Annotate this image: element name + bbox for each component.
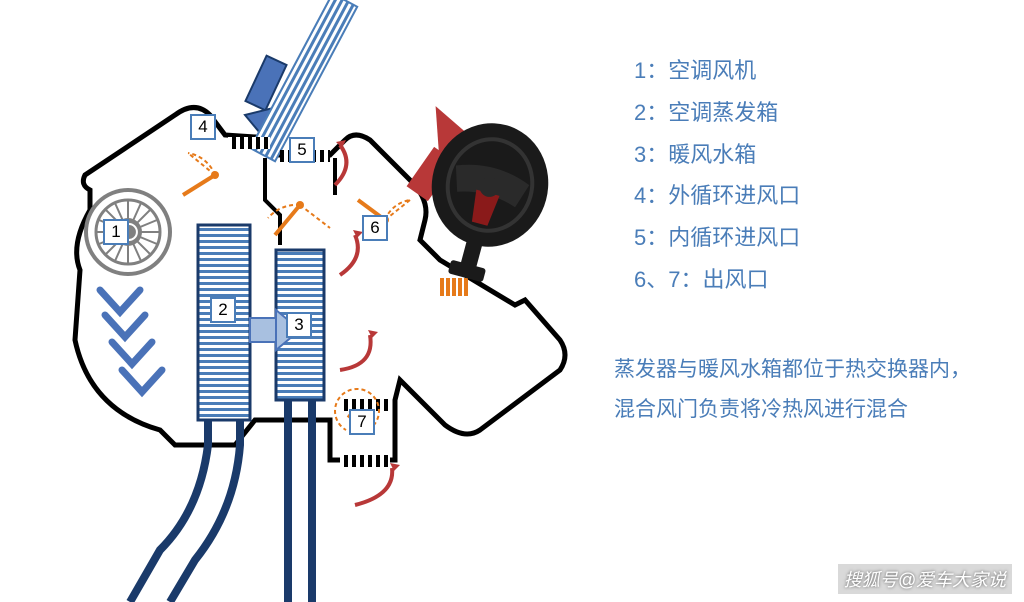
desc-line1: 蒸发器与暖风水箱都位于热交换器内， bbox=[614, 350, 994, 390]
vent-4 bbox=[228, 137, 270, 149]
legend-2: 2：空调蒸发箱 bbox=[634, 92, 994, 134]
legend-5: 5：内循环进风口 bbox=[634, 217, 994, 259]
legend-3: 3：暖风水箱 bbox=[634, 134, 994, 176]
label-1: 1 bbox=[103, 219, 129, 245]
label-6: 6 bbox=[362, 215, 388, 241]
legend-67: 6、7：出风口 bbox=[634, 259, 994, 301]
label-4: 4 bbox=[190, 114, 216, 140]
label-5: 5 bbox=[289, 137, 315, 163]
legend-4: 4：外循环进风口 bbox=[634, 175, 994, 217]
label-7: 7 bbox=[349, 409, 375, 435]
label-2: 2 bbox=[210, 297, 236, 323]
airflow-chevrons bbox=[100, 290, 162, 392]
label-3: 3 bbox=[286, 312, 312, 338]
vent-7-bot bbox=[340, 455, 390, 467]
diagram-svg bbox=[0, 0, 620, 602]
steering-wheel bbox=[409, 110, 562, 293]
description: 蒸发器与暖风水箱都位于热交换器内， 混合风门负责将冷热风进行混合 bbox=[614, 350, 994, 430]
desc-line2: 混合风门负责将冷热风进行混合 bbox=[614, 390, 994, 430]
watermark: 搜狐号@爱车大家说 bbox=[838, 564, 1012, 594]
hvac-diagram: 1 2 3 4 5 6 7 bbox=[0, 0, 620, 602]
legend: 1：空调风机 2：空调蒸发箱 3：暖风水箱 4：外循环进风口 5：内循环进风口 … bbox=[634, 50, 994, 301]
heat-arrows bbox=[335, 140, 400, 505]
legend-1: 1：空调风机 bbox=[634, 50, 994, 92]
